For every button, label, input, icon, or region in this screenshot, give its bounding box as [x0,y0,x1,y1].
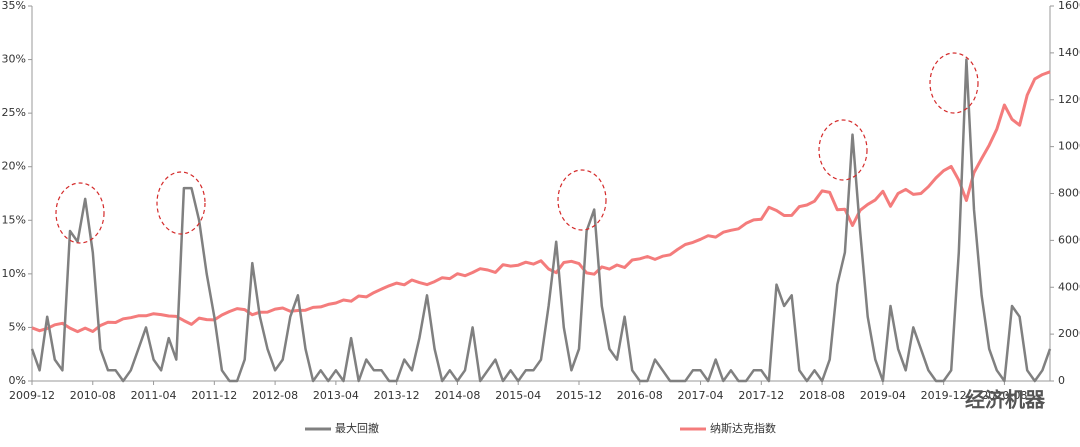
y2-tick-label: 6000 [1058,233,1080,246]
x-tick-label: 2009-12 [9,389,55,402]
x-tick-label: 2011-12 [191,389,237,402]
y-tick-label: 30% [2,53,26,66]
highlight-circle [156,171,206,235]
y-tick-label: 20% [2,160,26,173]
legend-label: 纳斯达克指数 [710,421,776,435]
y2-tick-label: 16000 [1058,0,1080,12]
x-tick-label: 2015-12 [556,389,602,402]
y2-tick-label: 0 [1058,374,1065,387]
x-tick-label: 2020-08 [981,389,1027,402]
series-line [31,70,1051,334]
y-tick-label: 10% [2,267,26,280]
watermark: 经济机器 [965,388,1046,412]
highlight-circle [55,182,105,244]
x-tick-label: 2016-08 [617,389,663,402]
highlight-circles [55,52,979,244]
x-tick-label: 2018-08 [799,389,845,402]
x-tick-label: 2010-08 [70,389,116,402]
y2-tick-label: 10000 [1058,140,1080,153]
y2-tick-label: 8000 [1058,187,1080,200]
y-tick-label: 15% [2,213,26,226]
highlight-circle [818,119,868,181]
y2-tick-label: 12000 [1058,93,1080,106]
x-tick-label: 2012-08 [252,389,298,402]
y-tick-label: 5% [9,320,26,333]
highlight-circle [557,169,607,231]
x-tick-label: 2019-04 [860,389,906,402]
plot: 0% 5% 10% 15% 20% 25% 30% 35% 0 2000 4000 6000 8000 1… [2,0,1080,435]
y2-tick-label: 4000 [1058,280,1080,293]
y2-tick-label: 2000 [1058,327,1080,340]
legend-label: 最大回撤 [335,421,379,435]
series-line [30,58,1052,383]
x-tick-label: 2011-04 [131,389,177,402]
x-tick-label: 2017-12 [738,389,784,402]
y-tick-label: 25% [2,106,26,119]
x-tick-label: 2017-04 [678,389,724,402]
x-tick-label: 2019-12 [921,389,967,402]
y2-tick-label: 14000 [1058,46,1080,59]
x-tick-label: 2013-12 [374,389,420,402]
x-tick-label: 2014-08 [434,389,480,402]
y-tick-label: 35% [2,0,26,12]
x-tick-label: 2013-04 [313,389,359,402]
y-tick-label: 0% [9,374,26,387]
x-tick-label: 2015-04 [495,389,541,402]
highlight-circle [929,52,979,114]
